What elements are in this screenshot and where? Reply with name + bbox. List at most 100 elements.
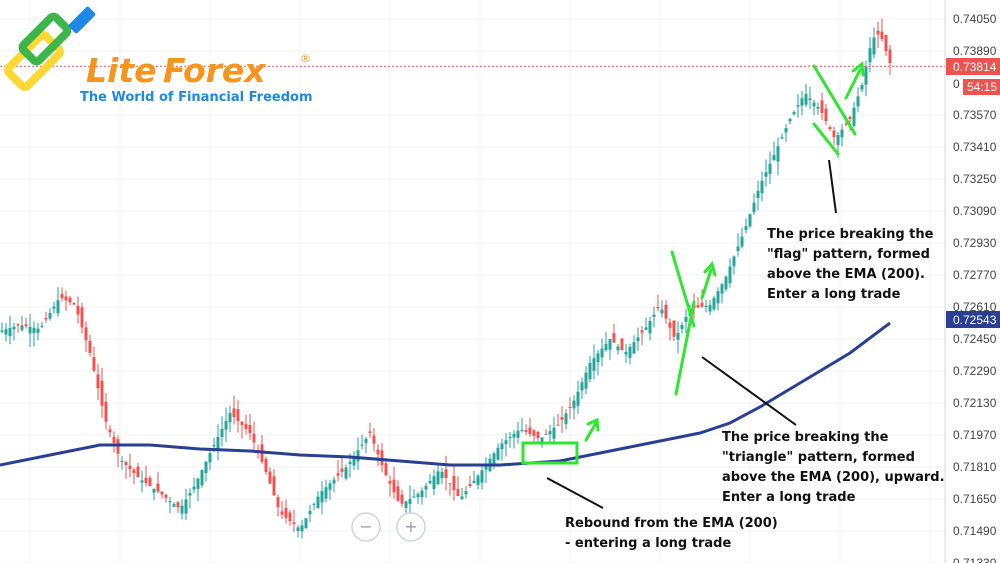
zoom-in-button[interactable]: + — [396, 512, 426, 542]
candle-body — [684, 317, 688, 322]
candle-body — [436, 471, 440, 485]
ema-price-label: 0.72543 — [953, 313, 997, 327]
candle-body — [592, 358, 596, 371]
candle-body — [796, 105, 800, 107]
candle-body — [120, 461, 124, 462]
candle-body — [432, 476, 436, 489]
candle-body — [872, 37, 876, 55]
candle-body — [724, 276, 728, 290]
zoom-in-icon: + — [404, 517, 417, 536]
candle-body — [556, 424, 560, 426]
candle-body — [792, 112, 796, 115]
candle-body — [504, 440, 508, 445]
candle-body — [860, 85, 864, 90]
triangle-annotation-line-2: "triangle" pattern, formed — [722, 450, 915, 465]
candle-body — [180, 505, 184, 514]
rebound-annotation: Rebound from the EMA (200) - entering a … — [565, 516, 782, 551]
candle-body — [656, 307, 660, 309]
candle-body — [300, 525, 304, 532]
candle-body — [244, 424, 248, 429]
candle-body — [760, 180, 764, 194]
zoom-out-button[interactable]: − — [351, 512, 381, 542]
candle-body — [736, 246, 740, 252]
candle-body — [204, 461, 208, 474]
logo-word-forex: Forex — [163, 51, 267, 90]
candle-body — [480, 470, 484, 483]
price-tick-label: 0.71650 — [953, 492, 997, 506]
candle-body — [272, 476, 276, 496]
candle-body — [104, 401, 108, 422]
candle-body — [60, 294, 64, 299]
rebound-annotation-line-2: - entering a long trade — [565, 536, 731, 551]
flag-lower-line — [812, 122, 840, 156]
candle-body — [12, 326, 16, 330]
candle-body — [136, 466, 140, 477]
logo-mark-green — [18, 12, 72, 66]
candle-body — [216, 437, 220, 452]
candle-body — [472, 480, 476, 484]
candle-body — [420, 490, 424, 498]
candle-body — [40, 325, 44, 327]
candle-body — [220, 429, 224, 438]
flag-pointer — [828, 159, 837, 214]
logo-word-lite: Lite — [86, 51, 157, 90]
candle-body — [424, 485, 428, 490]
annotation-pointers — [546, 159, 837, 509]
candle-body — [428, 481, 432, 484]
candle-body — [368, 431, 372, 433]
candle-body — [456, 488, 460, 496]
candle-body — [880, 31, 884, 39]
candle-body — [160, 491, 164, 495]
triangle-annotation: The price breaking the "triangle" patter… — [722, 430, 949, 505]
price-tick-label: 0.73410 — [953, 140, 997, 154]
triangle-pointer — [701, 356, 797, 426]
candle-body — [732, 256, 736, 267]
candle-body — [516, 430, 520, 438]
candle-body — [828, 127, 832, 129]
candle-body — [32, 327, 36, 334]
triangle-lower-line — [674, 300, 696, 396]
candle-body — [628, 347, 632, 358]
candle-body — [400, 494, 404, 504]
candle-body — [672, 320, 676, 337]
flag-arrow-shaft — [844, 68, 862, 100]
candle-body — [276, 497, 280, 508]
candle-body — [96, 374, 100, 389]
price-tick-partial: 0 — [953, 77, 960, 91]
pattern-annotations — [521, 61, 865, 465]
candle-body — [64, 296, 68, 301]
candle-body — [756, 190, 760, 198]
rebound-pointer — [546, 477, 604, 509]
bar-timer-badge — [963, 79, 1000, 95]
candle-body — [100, 380, 104, 406]
candle-body — [448, 483, 452, 485]
flag-annotation-line-1: The price breaking the — [767, 227, 934, 242]
candle-body — [784, 128, 788, 133]
price-axis[interactable]: 0.74050 0.73890 0.73570 0.73410 0.73250 0.730… — [944, 0, 1000, 563]
candle-body — [856, 96, 860, 107]
price-tick-label: 0.72450 — [953, 332, 997, 346]
candle-body — [444, 469, 448, 478]
candle-body — [832, 130, 836, 137]
price-tick-label: 0.72770 — [953, 268, 997, 282]
candle-body — [776, 146, 780, 162]
candle-body — [168, 501, 172, 503]
candle-body — [696, 305, 700, 308]
price-axis-ticks: 0.74050 0.73890 0.73570 0.73410 0.73250 0.730… — [953, 12, 997, 563]
candle-body — [548, 431, 552, 435]
candle-body — [416, 494, 420, 498]
candle-body — [316, 496, 320, 509]
candle-body — [492, 453, 496, 465]
candle-body — [636, 337, 640, 342]
candle-body — [804, 94, 808, 105]
candle-body — [728, 266, 732, 283]
candle-body — [608, 339, 612, 350]
candle-body — [392, 479, 396, 493]
candle-body — [764, 172, 768, 177]
price-tick-label: 0.73890 — [953, 44, 997, 58]
candle-body — [616, 346, 620, 351]
candle-body — [412, 496, 416, 498]
candle-body — [308, 511, 312, 515]
candle-body — [540, 437, 544, 442]
candle-body — [364, 438, 368, 444]
